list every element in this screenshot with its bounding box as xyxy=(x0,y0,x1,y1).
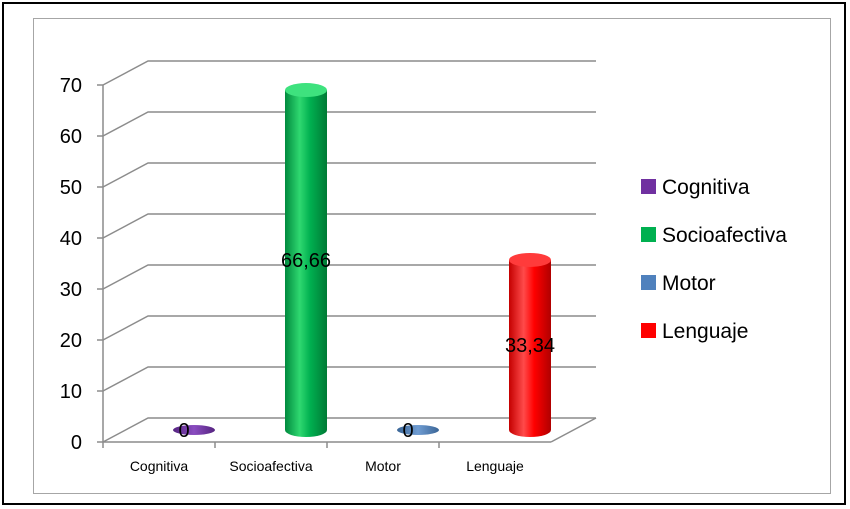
legend-entry: Cognitiva xyxy=(662,176,750,199)
y-tick-label: 30 xyxy=(60,279,82,301)
data-label: 33,34 xyxy=(505,335,555,357)
bar-socioafectiva xyxy=(285,90,327,437)
legend-swatch xyxy=(641,227,656,242)
bar-top-socioafectiva xyxy=(285,83,327,98)
data-label: 0 xyxy=(402,420,413,442)
gridline xyxy=(102,111,596,137)
data-label: 0 xyxy=(178,420,189,442)
data-label: 66,66 xyxy=(281,250,331,272)
gridline xyxy=(102,60,596,86)
floor-side-edge xyxy=(550,417,597,443)
legend-entry: Socioafectiva xyxy=(662,224,787,247)
gridline xyxy=(102,417,596,443)
gridline xyxy=(102,315,596,341)
y-tick-label: 0 xyxy=(71,432,82,454)
gridline xyxy=(102,162,596,188)
x-tick-label: Motor xyxy=(365,458,401,474)
legend-swatch xyxy=(641,275,656,290)
x-tick-label: Socioafectiva xyxy=(229,458,312,474)
legend-swatch xyxy=(641,179,656,194)
bar-motor xyxy=(397,425,439,435)
y-tick-label: 10 xyxy=(60,381,82,403)
legend-swatch xyxy=(641,323,656,338)
y-tick-label: 20 xyxy=(60,330,82,352)
y-tick-label: 60 xyxy=(60,126,82,148)
x-tick-label: Cognitiva xyxy=(130,458,189,474)
bar-cognitiva xyxy=(173,425,215,435)
gridline xyxy=(102,264,596,290)
bar-top-lenguaje xyxy=(509,252,551,267)
y-tick-label: 70 xyxy=(60,75,82,97)
legend-entry: Motor xyxy=(662,272,716,295)
gridline xyxy=(102,366,596,392)
y-tick-label: 50 xyxy=(60,177,82,199)
chart-area-frame xyxy=(33,18,831,494)
gridline xyxy=(102,213,596,239)
y-tick-label: 40 xyxy=(60,228,82,250)
bar-lenguaje xyxy=(509,259,551,437)
legend-entry: Lenguaje xyxy=(662,320,748,343)
x-tick-label: Lenguaje xyxy=(466,458,524,474)
